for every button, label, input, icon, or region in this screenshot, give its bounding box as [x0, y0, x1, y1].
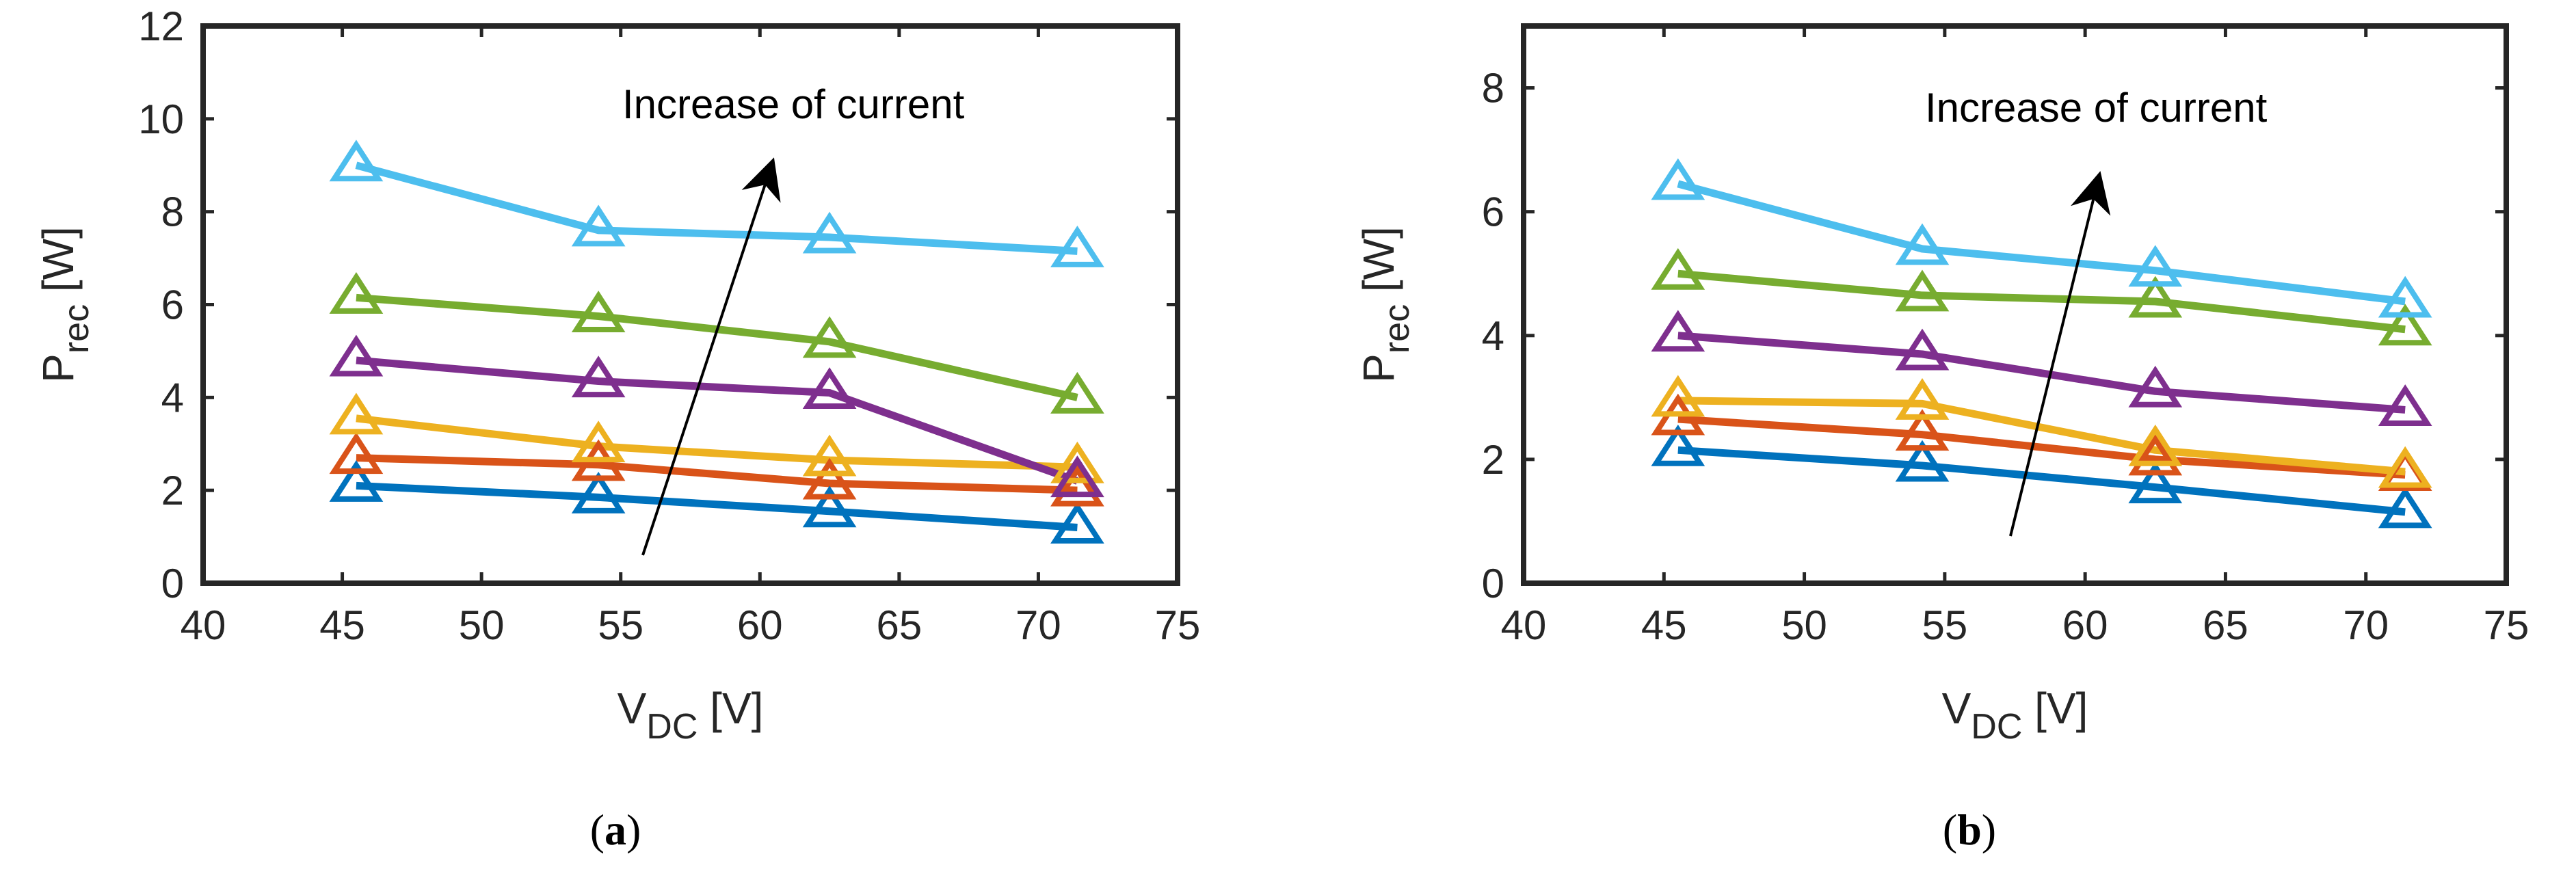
axes-frame [1521, 23, 2509, 586]
series-line-purple [1677, 332, 2406, 414]
data-point-orange [2128, 433, 2183, 476]
x-tick-label: 65 [876, 602, 922, 648]
chart-panel-a: 40 45 50 55 60 65 70 75 0 2 4 6 8 10 12 VDC [V] Prec [W]… [34, 3, 1200, 854]
data-point-purple [2128, 365, 2183, 407]
data-point-green [1895, 269, 1950, 312]
data-point-blue [802, 485, 857, 528]
data-point-green [571, 291, 626, 332]
data-point-green [2128, 276, 2183, 318]
y-tick-label: 0 [1482, 561, 1504, 606]
x-tick-label: 70 [2343, 602, 2389, 648]
y-tick-label: 2 [1482, 437, 1504, 483]
x-tick-label: 50 [459, 602, 505, 648]
data-point-orange [1895, 409, 1950, 451]
y-tick-label: 4 [161, 375, 184, 420]
series-line-blue [356, 481, 1078, 531]
x-tick-label: 75 [2484, 602, 2529, 648]
y-tick-label: 6 [1482, 189, 1504, 235]
x-tick-label: 50 [1781, 602, 1827, 648]
panel-caption: (a) [590, 805, 641, 854]
data-point-purple [329, 334, 384, 377]
data-point-purple [1895, 328, 1950, 371]
data-point-purple [1050, 455, 1104, 498]
data-point-cyan [1050, 226, 1104, 267]
data-point-yellow [2378, 446, 2432, 488]
data-point-green [1651, 248, 1705, 290]
data-point-purple [2378, 384, 2432, 426]
y-axis-label: Prec [W] [34, 226, 96, 383]
x-tick-label: 70 [1015, 602, 1061, 648]
y-axis-label: Prec [W] [1354, 226, 1417, 383]
series-line-blue [1677, 446, 2406, 516]
data-point-cyan [2378, 276, 2432, 318]
x-tick-label: 45 [319, 602, 365, 648]
series-line-orange [356, 454, 1078, 494]
data-point-yellow [571, 420, 626, 463]
data-point-cyan [571, 204, 626, 247]
y-tick-label: 10 [138, 96, 184, 142]
series-line-yellow [356, 414, 1078, 471]
series-line-cyan [355, 161, 1078, 255]
chart-panel-b: 40 45 50 55 60 65 70 75 0 2 4 6 8 VDC [V] Prec [W] Incr… [1354, 23, 2529, 854]
y-tick-label: 8 [161, 189, 184, 235]
y-tick-label: 4 [1482, 313, 1504, 359]
data-point-cyan [1895, 223, 1950, 265]
data-point-yellow [1895, 378, 1950, 420]
x-tick-label: 60 [2062, 602, 2108, 648]
data-point-cyan [2128, 245, 2183, 287]
data-point-cyan [1651, 158, 1705, 200]
x-tick-label: 40 [181, 602, 226, 648]
data-point-yellow [1651, 375, 1705, 417]
data-point-purple [1651, 310, 1705, 352]
data-point-green [1050, 371, 1104, 414]
x-tick-label: 55 [598, 602, 643, 648]
x-axis-label: VDC [V] [1942, 684, 2088, 747]
x-tick-label: 55 [1922, 602, 1967, 648]
series-line-orange [1677, 415, 2406, 479]
data-point-green [802, 316, 857, 358]
annotation-arrow [641, 157, 781, 556]
series-line-purple [356, 356, 1079, 485]
x-tick-label: 65 [2203, 602, 2248, 648]
series-line-yellow [1677, 397, 2406, 476]
data-point-yellow [329, 392, 384, 435]
data-point-cyan [329, 139, 384, 182]
data-point-blue [1050, 502, 1104, 544]
y-tick-label: 6 [161, 282, 184, 328]
y-tick-label: 2 [161, 468, 184, 513]
data-point-orange [1050, 464, 1104, 507]
data-point-yellow [2128, 424, 2183, 466]
annotation-text: Increase of current [1925, 85, 2268, 131]
x-tick-label: 75 [1155, 602, 1201, 648]
data-point-green [329, 271, 384, 314]
data-point-purple [571, 356, 626, 398]
data-point-yellow [802, 434, 857, 477]
data-point-blue [1895, 440, 1950, 482]
data-point-blue [1651, 424, 1705, 466]
data-point-cyan [802, 211, 857, 254]
data-point-purple [802, 367, 857, 410]
data-point-green [2378, 304, 2432, 346]
series-line-green [1677, 269, 2406, 334]
annotation-arrow [2009, 171, 2111, 537]
panel-caption: (b) [1943, 805, 1996, 854]
data-point-blue [2378, 486, 2432, 529]
x-tick-label: 40 [1501, 602, 1547, 648]
y-tick-label: 8 [1482, 66, 1504, 111]
annotation-text: Increase of current [622, 81, 965, 127]
data-point-blue [2128, 462, 2183, 504]
series-line-cyan [1677, 180, 2406, 306]
x-tick-label: 60 [737, 602, 783, 648]
data-point-blue [571, 471, 626, 513]
series-line-green [356, 293, 1078, 401]
data-point-blue [329, 460, 384, 502]
data-point-yellow [1050, 441, 1104, 483]
x-axis-label: VDC [V] [618, 684, 764, 747]
data-point-orange [329, 432, 384, 474]
data-point-orange [802, 457, 857, 500]
x-tick-label: 45 [1641, 602, 1687, 648]
y-tick-label: 12 [138, 3, 184, 49]
y-tick-label: 0 [161, 561, 184, 606]
